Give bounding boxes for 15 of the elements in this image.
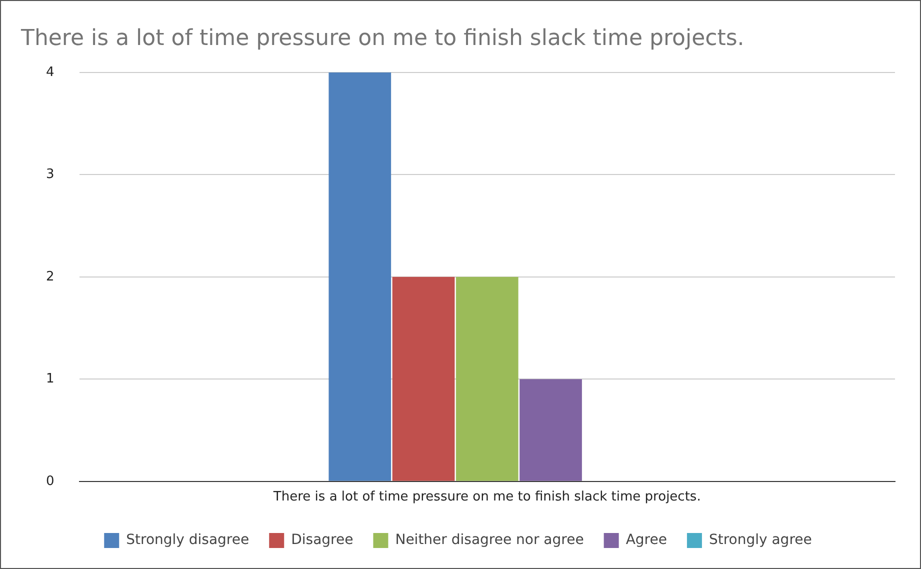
y-tick-label: 0 <box>46 474 54 489</box>
legend-label: Strongly agree <box>708 532 812 548</box>
legend-label: Strongly disagree <box>126 532 250 548</box>
bar <box>392 276 455 481</box>
y-tick-label: 1 <box>46 372 54 387</box>
y-tick-label: 2 <box>46 269 54 284</box>
legend-label: Neither disagree nor agree <box>395 532 584 548</box>
y-tick-label: 4 <box>46 64 54 80</box>
y-tick-label: 3 <box>46 167 54 182</box>
legend-label: Disagree <box>291 532 354 548</box>
bar <box>520 379 582 481</box>
legend-label: Agree <box>626 532 667 548</box>
chart-title: There is a lot of time pressure on me to finish slack time projects. <box>20 26 744 51</box>
bar <box>456 276 518 481</box>
bar <box>328 72 392 481</box>
